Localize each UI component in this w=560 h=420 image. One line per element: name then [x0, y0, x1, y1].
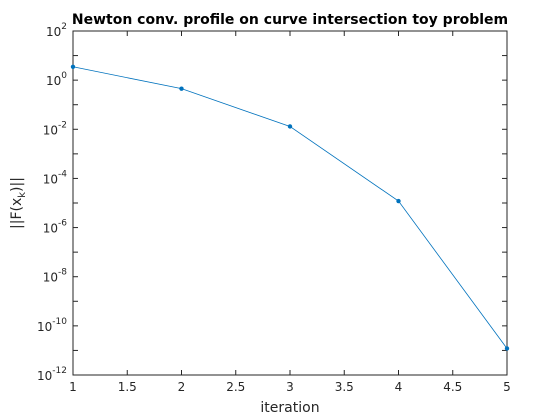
y-axis-label-prefix: ||F(x — [9, 198, 25, 229]
x-tick-label: 4.5 — [443, 380, 462, 394]
x-tick-label: 2 — [178, 380, 186, 394]
x-tick-label: 2.5 — [226, 380, 245, 394]
y-tick-label: 102 — [46, 22, 67, 39]
x-tick-label: 3.5 — [335, 380, 354, 394]
y-tick-label: 10-4 — [43, 169, 68, 186]
x-tick-label: 1 — [69, 380, 77, 394]
x-tick-label: 4 — [395, 380, 403, 394]
y-axis: 10-12 10-10 10-8 10-6 10-4 10-2 100 102 — [37, 22, 507, 383]
y-axis-label-subscript: k — [17, 192, 28, 198]
data-point — [396, 198, 401, 204]
data-point — [504, 346, 510, 351]
x-tick-label: 3 — [286, 380, 294, 394]
y-tick-label: 10-2 — [43, 120, 67, 137]
x-tick-label: 5 — [503, 380, 511, 394]
data-point — [179, 86, 184, 91]
y-axis-label-suffix: )|| — [9, 177, 25, 192]
series-layer — [70, 64, 510, 351]
chart-title: Newton conv. profile on curve intersecti… — [72, 12, 508, 28]
y-tick-label: 100 — [46, 71, 67, 88]
plot-area — [72, 30, 508, 376]
y-tick-label: 10-8 — [43, 268, 68, 285]
y-tick-label: 10-12 — [37, 366, 67, 383]
data-point — [287, 124, 293, 129]
x-tick-label: 1.5 — [118, 380, 137, 394]
y-tick-label: 10-6 — [43, 219, 68, 236]
x-axis: 1 1.5 2 2.5 3 3.5 4 4.5 5 — [69, 31, 511, 394]
y-tick-label: 10-10 — [37, 317, 67, 334]
y-axis-label: ||F(xk)|| — [9, 177, 28, 229]
data-point — [70, 64, 76, 69]
x-axis-label: iteration — [260, 400, 319, 416]
